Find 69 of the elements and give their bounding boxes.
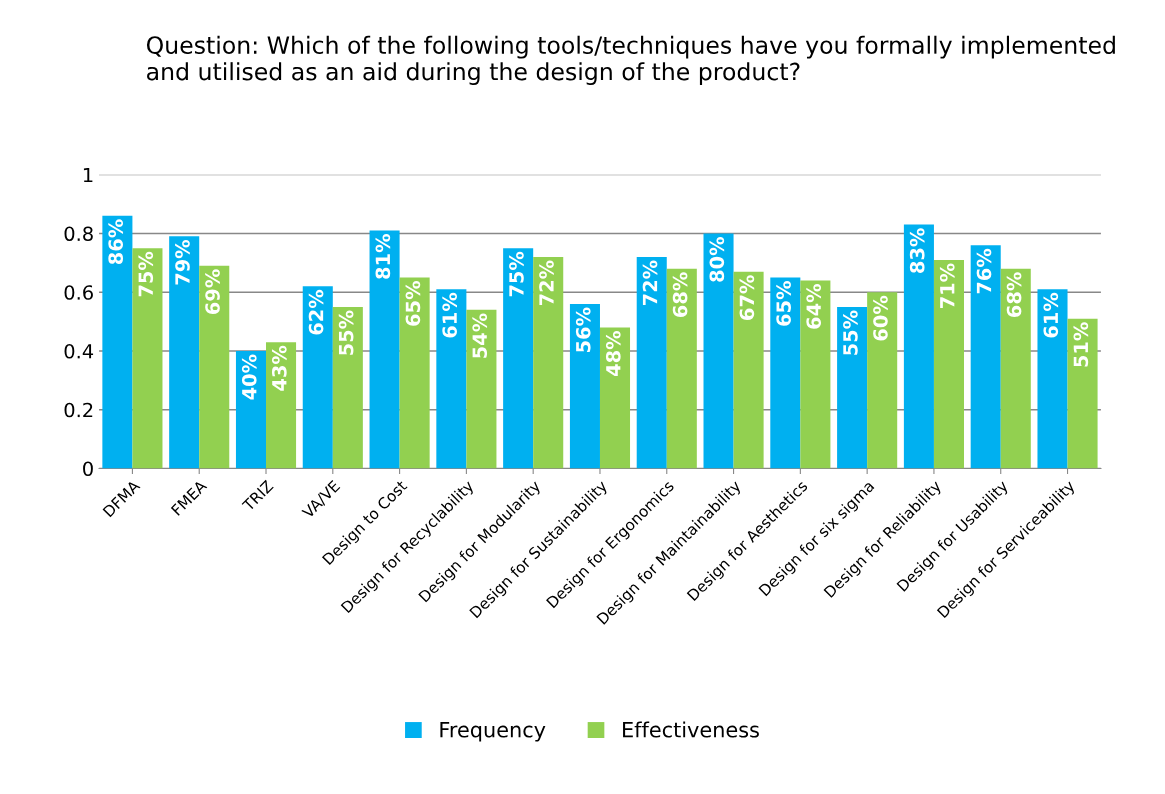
y-tick-label: 0.2 [64, 402, 93, 418]
bar [867, 292, 898, 469]
bar [266, 342, 297, 469]
bar [666, 268, 697, 469]
data-label: 62% [308, 289, 324, 335]
bar [903, 224, 934, 469]
data-label: 68% [1006, 272, 1022, 317]
bar [436, 289, 467, 469]
data-label: 68% [672, 272, 688, 317]
data-label: 54% [472, 313, 488, 358]
bar [599, 327, 631, 469]
bar [332, 306, 363, 469]
bar [933, 259, 964, 469]
data-label: 80% [709, 236, 725, 282]
data-label: 69% [205, 269, 220, 315]
y-tick-label: 0.6 [64, 285, 93, 300]
y-tick-label: 0 [83, 461, 93, 477]
data-label: 71% [939, 263, 955, 309]
y-tick-label: 0.4 [64, 343, 94, 359]
bar [569, 303, 600, 469]
bar [1067, 318, 1098, 469]
data-label: 40% [241, 354, 257, 400]
bar [703, 233, 734, 469]
bar [970, 245, 1001, 469]
bar [369, 230, 400, 469]
y-tick-label: 1 [83, 167, 93, 183]
data-label: 81% [375, 234, 391, 279]
data-label: 61% [1043, 292, 1059, 338]
data-label: 75% [509, 251, 524, 297]
bar [503, 248, 534, 469]
data-label: 43% [271, 345, 287, 391]
bar [199, 265, 230, 469]
bar [636, 256, 667, 469]
data-label: 56% [575, 307, 591, 352]
bar [102, 215, 133, 469]
bar [466, 309, 497, 469]
data-label: 60% [873, 295, 888, 341]
data-label: 86% [108, 219, 124, 265]
legend-label: Effectiveness [623, 721, 759, 738]
bar [132, 248, 163, 469]
data-label: 61% [442, 292, 457, 338]
data-label: 75% [138, 251, 154, 297]
y-tick-label: 0.8 [64, 226, 93, 242]
data-label: 55% [843, 310, 858, 355]
legend-label: Frequency [440, 722, 546, 742]
bar [169, 236, 200, 469]
data-label: 72% [539, 260, 554, 306]
data-label: 48% [605, 331, 621, 377]
data-label: 51% [1073, 322, 1089, 367]
data-label: 55% [338, 310, 354, 355]
data-label: 65% [405, 281, 421, 326]
bar [302, 286, 333, 469]
data-label: 76% [976, 248, 992, 294]
bar [399, 277, 430, 469]
data-label: 83% [909, 228, 925, 273]
bar [733, 271, 764, 469]
bar [533, 256, 564, 469]
bar [800, 280, 831, 469]
bar [837, 306, 868, 469]
bar [1037, 289, 1068, 469]
bar [1000, 268, 1031, 469]
data-label: 65% [776, 281, 791, 326]
data-label: 72% [642, 260, 658, 306]
data-label: 79% [175, 239, 190, 285]
data-label: 64% [806, 284, 822, 329]
data-label: 67% [739, 275, 755, 320]
bar [770, 277, 801, 469]
chart-title: Question: Which of the following tools/techniques have you formally implemented and utilised as an aid during the design of the product? [146, 35, 1115, 86]
bar [235, 350, 267, 469]
